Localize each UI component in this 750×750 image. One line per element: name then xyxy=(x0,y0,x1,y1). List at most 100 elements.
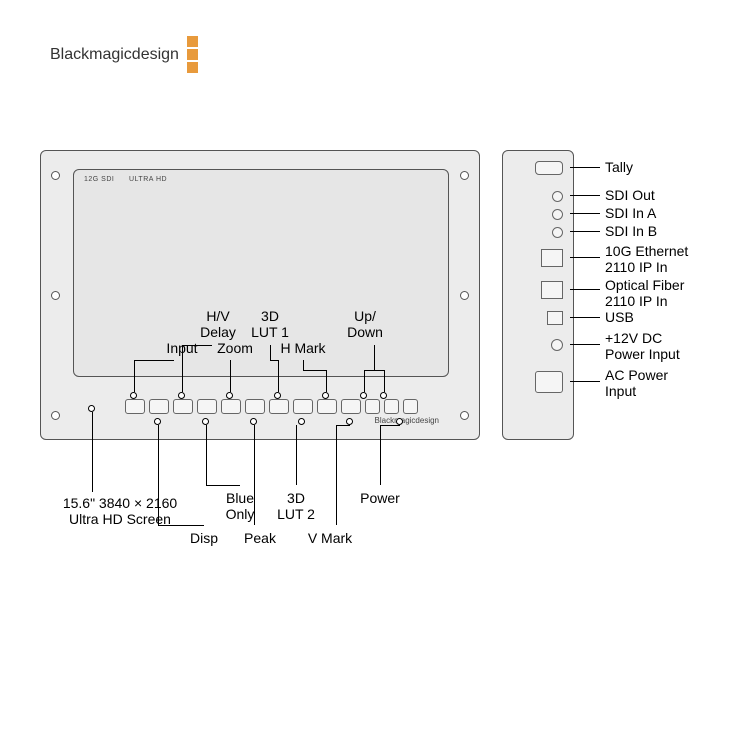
label-sdiout: SDI Out xyxy=(605,187,655,203)
btn-up xyxy=(365,399,380,414)
callout-dot xyxy=(360,392,367,399)
callout-line xyxy=(134,360,135,392)
label-ac: AC Power Input xyxy=(605,367,668,399)
label-dc: +12V DC Power Input xyxy=(605,330,680,362)
callout-line xyxy=(206,425,207,485)
port-usb xyxy=(547,311,563,325)
callout-line xyxy=(570,195,600,196)
side-panel xyxy=(502,150,574,440)
callout-dot xyxy=(380,392,387,399)
label-sdiina: SDI In A xyxy=(605,205,656,221)
label-vmark: V Mark xyxy=(308,530,352,546)
port-sdi-in-a xyxy=(552,209,563,220)
callout-line xyxy=(570,167,600,168)
port-tally xyxy=(535,161,563,175)
btn-power xyxy=(403,399,418,414)
label-disp: Disp xyxy=(190,530,218,546)
callout-dot xyxy=(298,418,305,425)
callout-line xyxy=(182,345,183,392)
callout-line xyxy=(296,425,297,485)
btn-hvdelay xyxy=(173,399,193,414)
callout-dot xyxy=(202,418,209,425)
callout-dot xyxy=(88,405,95,412)
callout-dot xyxy=(130,392,137,399)
label-hvdelay: H/V Delay xyxy=(200,308,236,340)
callout-line xyxy=(570,257,600,258)
mount-hole xyxy=(51,291,60,300)
callout-dot xyxy=(250,418,257,425)
callout-line xyxy=(336,425,350,426)
label-peak: Peak xyxy=(244,530,276,546)
callout-line xyxy=(336,425,337,525)
btn-zoom xyxy=(221,399,241,414)
panel-brand-text: Blackmagicdesign xyxy=(375,416,439,425)
brand-name: Blackmagicdesign xyxy=(50,46,179,64)
screen-badge-uhd: ULTRA HD xyxy=(129,176,167,183)
product-diagram: 12G SDI ULTRA HD Blackmagicdesign xyxy=(40,150,710,700)
callout-line xyxy=(158,425,159,525)
callout-dot xyxy=(274,392,281,399)
btn-down xyxy=(384,399,399,414)
front-button-row xyxy=(125,399,418,414)
label-hmark: H Mark xyxy=(280,340,325,356)
callout-line xyxy=(303,360,304,370)
callout-line xyxy=(303,370,326,371)
label-eth: 10G Ethernet 2110 IP In xyxy=(605,243,688,275)
callout-dot xyxy=(178,392,185,399)
callout-dot xyxy=(322,392,329,399)
callout-line xyxy=(254,425,255,525)
btn-vmark xyxy=(341,399,361,414)
callout-line xyxy=(364,370,384,371)
callout-line xyxy=(384,370,385,392)
label-sdiinb: SDI In B xyxy=(605,223,657,239)
brand-logo: Blackmagicdesign xyxy=(50,36,198,73)
btn-lut1 xyxy=(269,399,289,414)
port-ac-power xyxy=(535,371,563,393)
callout-dot xyxy=(346,418,353,425)
label-blue: Blue Only xyxy=(226,490,255,522)
callout-line xyxy=(326,370,327,392)
btn-peak xyxy=(245,399,265,414)
callout-line xyxy=(134,360,174,361)
mount-hole xyxy=(460,291,469,300)
btn-hmark xyxy=(317,399,337,414)
callout-line xyxy=(270,360,278,361)
callout-line xyxy=(380,425,400,426)
btn-blue xyxy=(197,399,217,414)
label-tally: Tally xyxy=(605,159,633,175)
btn-disp xyxy=(149,399,169,414)
label-usb: USB xyxy=(605,309,634,325)
callout-line xyxy=(570,381,600,382)
port-10g-ethernet xyxy=(541,249,563,267)
callout-dot xyxy=(154,418,161,425)
callout-line xyxy=(570,344,600,345)
brand-logo-squares xyxy=(187,36,198,73)
callout-line xyxy=(92,412,93,492)
callout-line xyxy=(158,525,204,526)
screen-area: 12G SDI ULTRA HD xyxy=(73,169,449,377)
btn-input xyxy=(125,399,145,414)
screen-badge-sdi: 12G SDI xyxy=(84,176,114,183)
front-panel: 12G SDI ULTRA HD Blackmagicdesign xyxy=(40,150,480,440)
callout-line xyxy=(570,231,600,232)
callout-line xyxy=(182,345,212,346)
callout-line xyxy=(374,345,375,370)
callout-line xyxy=(278,360,279,392)
label-screen: 15.6" 3840 × 2160 Ultra HD Screen xyxy=(63,495,177,527)
btn-lut2 xyxy=(293,399,313,414)
label-lut2: 3D LUT 2 xyxy=(277,490,315,522)
port-sdi-in-b xyxy=(552,227,563,238)
callout-line xyxy=(364,370,365,392)
port-12v-dc xyxy=(551,339,563,351)
mount-hole xyxy=(51,171,60,180)
port-optical-fiber xyxy=(541,281,563,299)
label-fiber: Optical Fiber 2110 IP In xyxy=(605,277,684,309)
mount-hole xyxy=(460,411,469,420)
callout-line xyxy=(570,213,600,214)
callout-line xyxy=(270,345,271,360)
callout-line xyxy=(206,485,240,486)
label-lut1: 3D LUT 1 xyxy=(251,308,289,340)
callout-line xyxy=(380,425,381,485)
mount-hole xyxy=(460,171,469,180)
callout-line xyxy=(230,360,231,392)
